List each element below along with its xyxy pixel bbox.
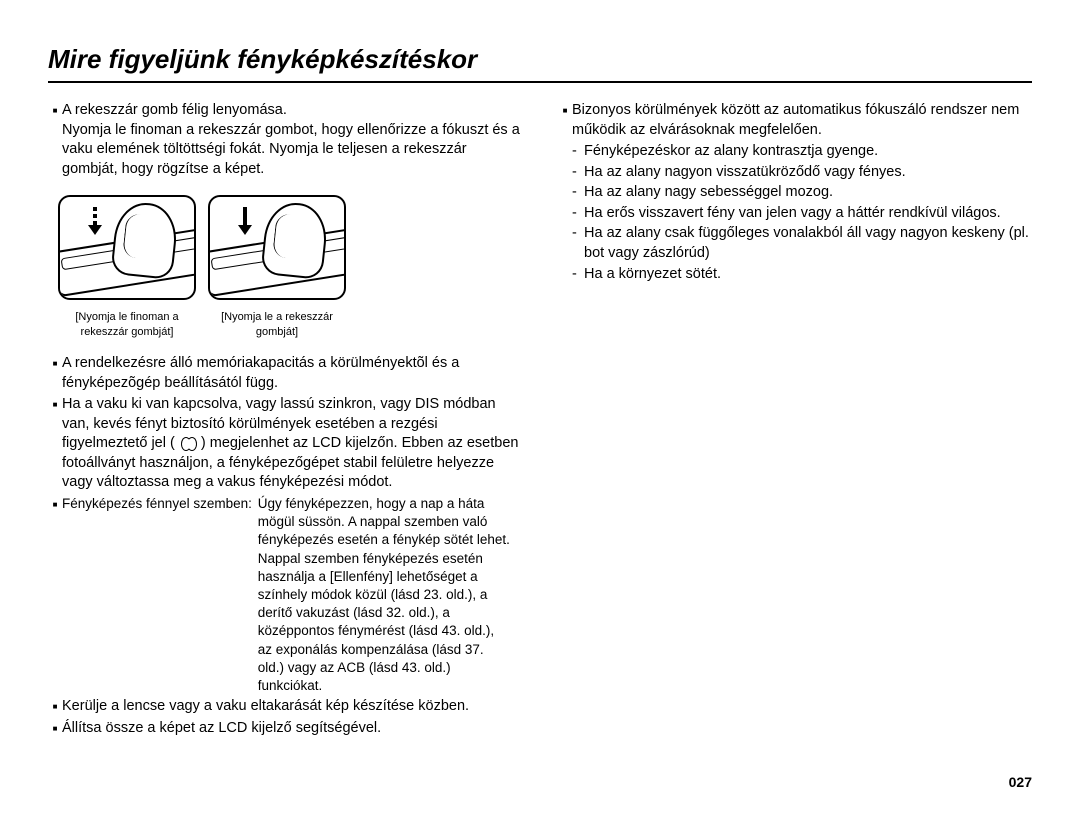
bullet-body: Úgy fényképezzen, hogy a nap a háta mögü… — [258, 495, 512, 695]
left-column: ■ A rekeszzár gomb félig lenyomása. Nyom… — [48, 101, 522, 741]
bullet-text: Állítsa össze a képet az LCD kijelző seg… — [62, 719, 522, 739]
dash-fast-moving: -Ha az alany nagy sebességgel mozog. — [572, 183, 1032, 203]
bullet-mark: ■ — [48, 395, 62, 493]
bullet-mark: ■ — [48, 495, 62, 695]
title-rule — [48, 81, 1032, 83]
bullet-body: Nyomja le finoman a rekeszzár gombot, ho… — [62, 121, 522, 180]
illustration-full-press — [208, 195, 346, 300]
caption-full-press: [Nyomja le a rekeszzár gombját] — [208, 310, 346, 340]
bullet-text: Kerülje a lencse vagy a vaku eltakarását… — [62, 697, 522, 717]
right-column: ■ Bizonyos körülmények között az automat… — [558, 101, 1032, 741]
arrow-down-solid-icon — [238, 207, 252, 237]
bullet-mark: ■ — [48, 354, 62, 393]
bullet-shake-warning: ■ Ha a vaku ki van kapcsolva, vagy lassú… — [48, 395, 522, 493]
bullet-af-fail-conditions: ■ Bizonyos körülmények között az automat… — [558, 101, 1032, 140]
bullet-head: A rekeszzár gomb félig lenyomása. — [62, 102, 287, 118]
bullet-head: Bizonyos körülmények között az automatik… — [572, 101, 1032, 140]
bullet-avoid-cover: ■ Kerülje a lencse vagy a vaku eltakarás… — [48, 697, 522, 717]
dash-reflective: -Ha az alany nagyon visszatükröződő vagy… — [572, 163, 1032, 183]
bullet-mark: ■ — [48, 101, 62, 181]
bullet-mark: ■ — [48, 697, 62, 717]
page-number: 027 — [1009, 774, 1032, 790]
bullet-mark: ■ — [48, 719, 62, 739]
dash-low-contrast: -Fényképezéskor az alany kontrasztja gye… — [572, 142, 1032, 162]
thumb-icon — [110, 200, 179, 280]
thumb-icon — [260, 200, 329, 280]
illustration-row — [58, 195, 522, 300]
bullet-backlight: ■ Fényképezés fénnyel szemben: Úgy fényk… — [48, 495, 522, 695]
bullet-text: Ha a vaku ki van kapcsolva, vagy lassú s… — [62, 395, 522, 493]
dash-bright-background: -Ha erős visszavert fény van jelen vagy … — [572, 204, 1032, 224]
page-title: Mire figyeljünk fényképkészítéskor — [48, 44, 1032, 75]
bullet-mark: ■ — [558, 101, 572, 140]
bullet-text: Fényképezés fénnyel szemben: Úgy fénykép… — [62, 495, 522, 695]
caption-half-press: [Nyomja le finoman a rekeszzár gombját] — [58, 310, 196, 340]
bullet-shutter-half-press: ■ A rekeszzár gomb félig lenyomása. Nyom… — [48, 101, 522, 181]
bullet-label: Fényképezés fénnyel szemben: — [62, 495, 254, 513]
illustration-half-press — [58, 195, 196, 300]
bullet-text: A rendelkezésre álló memóriakapacitás a … — [62, 354, 522, 393]
bullet-memory-capacity: ■ A rendelkezésre álló memóriakapacitás … — [48, 354, 522, 393]
bullet-compose-lcd: ■ Állítsa össze a képet az LCD kijelző s… — [48, 719, 522, 739]
shake-warning-icon — [179, 437, 197, 449]
arrow-down-dashed-icon — [88, 207, 102, 237]
dash-dark-env: -Ha a környezet sötét. — [572, 265, 1032, 285]
two-column-layout: ■ A rekeszzár gomb félig lenyomása. Nyom… — [48, 101, 1032, 741]
dash-vertical-lines: -Ha az alany csak függőleges vonalakból … — [572, 224, 1032, 263]
